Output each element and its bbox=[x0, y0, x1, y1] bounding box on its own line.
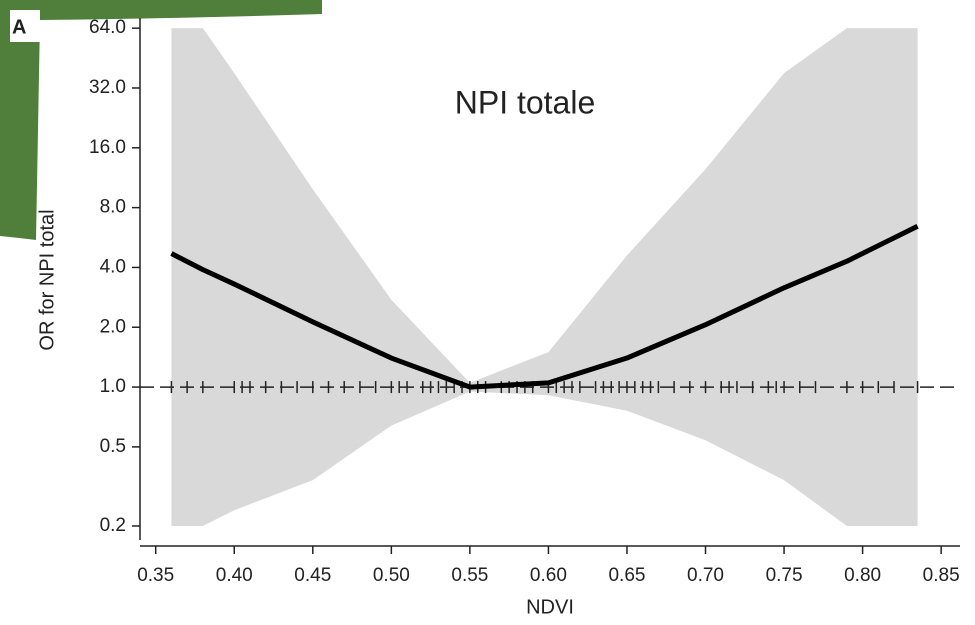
y-axis-label: OR for NPI total bbox=[36, 209, 58, 350]
x-tick-label: 0.80 bbox=[844, 565, 881, 586]
confidence-band bbox=[171, 28, 918, 526]
y-tick-label: 4.0 bbox=[100, 256, 126, 277]
x-tick-label: 0.35 bbox=[137, 565, 174, 586]
x-tick-label: 0.70 bbox=[687, 565, 724, 586]
x-tick-label: 0.75 bbox=[766, 565, 803, 586]
y-tick-label: 1.0 bbox=[100, 376, 126, 397]
label-backing bbox=[10, 10, 40, 42]
y-tick-label: 64.0 bbox=[89, 17, 126, 38]
x-tick-label: 0.45 bbox=[294, 565, 331, 586]
y-tick-label: 0.5 bbox=[100, 436, 126, 457]
y-tick-label: 8.0 bbox=[100, 197, 126, 218]
panel-label: A bbox=[12, 16, 26, 38]
x-tick-label: 0.40 bbox=[216, 565, 253, 586]
chart-title: NPI totale bbox=[455, 84, 596, 120]
x-tick-label: 0.50 bbox=[373, 565, 410, 586]
series-line bbox=[170, 223, 919, 390]
y-tick-label: 16.0 bbox=[89, 137, 126, 158]
x-tick-label: 0.55 bbox=[451, 565, 488, 586]
x-tick-label: 0.85 bbox=[923, 565, 960, 586]
x-tick-label: 0.65 bbox=[608, 565, 645, 586]
y-tick-label: 32.0 bbox=[89, 77, 126, 98]
x-tick-label: 0.60 bbox=[530, 565, 567, 586]
y-tick-label: 0.2 bbox=[100, 515, 126, 536]
x-axis-label: NDVI bbox=[526, 596, 574, 618]
y-tick-label: 2.0 bbox=[100, 316, 126, 337]
